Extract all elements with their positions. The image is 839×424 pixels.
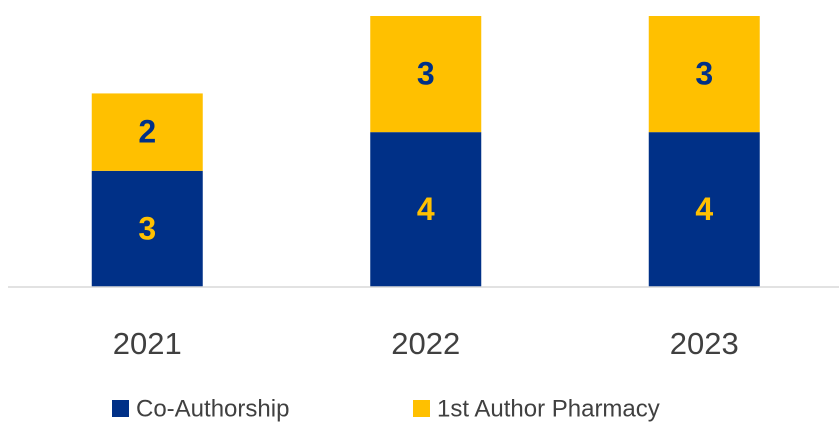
bar-segment [648,132,760,287]
bar-segment [91,93,203,171]
x-tick-label: 2023 [670,326,739,361]
data-label: 3 [695,56,713,92]
legend-label: Co-Authorship [136,395,289,422]
legend-swatch [413,400,430,417]
x-tick-label: 2021 [113,326,182,361]
data-label: 3 [138,210,156,246]
data-label: 4 [695,191,713,227]
bar-segment [370,16,482,133]
bar-segment [91,170,203,287]
legend-label: 1st Author Pharmacy [437,395,660,422]
legend-swatch [112,400,129,417]
x-tick-label: 2022 [391,326,460,361]
data-label: 4 [417,191,435,227]
bar-segment [648,16,760,133]
bar-segment [370,132,482,287]
data-label: 3 [417,56,435,92]
data-label: 2 [138,114,156,150]
